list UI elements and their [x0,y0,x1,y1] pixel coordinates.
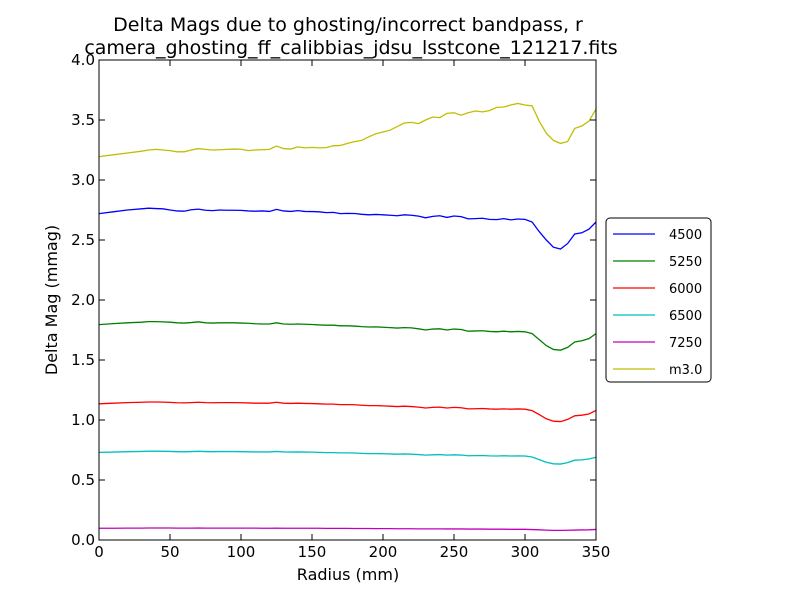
series-line-4500 [98,207,597,250]
x-tick-label: 250 [440,543,469,561]
x-tick-label: 0 [94,543,104,561]
y-tick-label: 0.0 [71,531,95,549]
legend: 4500 5250 6000 6500 7250 m3.0 [605,217,712,383]
y-tick-label: 4.0 [71,51,95,69]
ticks-layer: 0 50 100 150 200 250 300 350 0.0 0.5 1.0 1.5 2.0 2.5 3… [71,51,610,561]
y-tick-label: 1.5 [71,351,95,369]
plot-frame [98,59,597,541]
series-layer [98,102,597,532]
y-tick-label: 1.0 [71,411,95,429]
x-tick-label: 100 [227,543,256,561]
x-axis-label: Radius (mm) [297,565,399,584]
x-tick-label: 50 [160,543,179,561]
legend-box [605,217,712,383]
series-line-m3-0 [98,102,597,158]
legend-label: 4500 [669,228,702,243]
legend-label: 7250 [669,336,702,351]
series-line-7250 [99,527,597,532]
legend-label: 6000 [669,282,702,297]
x-tick-label: 150 [298,543,327,561]
chart-subtitle: camera_ghosting_ff_calibbias_jdsu_lsstco… [84,37,617,59]
series-line-6000 [98,401,597,423]
y-tick-label: 0.5 [71,471,95,489]
series-line-5250 [98,320,597,351]
series-line-6500 [98,450,597,465]
y-tick-label: 3.0 [71,171,95,189]
x-tick-label: 300 [511,543,540,561]
x-tick-label: 350 [582,543,611,561]
legend-label: m3.0 [669,363,702,378]
legend-label: 6500 [669,309,702,324]
legend-label: 5250 [669,255,702,270]
x-tick-label: 200 [369,543,398,561]
y-tick-label: 3.5 [71,111,95,129]
y-axis-label: Delta Mag (mmag) [42,225,61,375]
y-tick-label: 2.0 [71,291,95,309]
y-tick-label: 2.5 [71,231,95,249]
chart-title: Delta Mags due to ghosting/incorrect ban… [113,14,583,36]
